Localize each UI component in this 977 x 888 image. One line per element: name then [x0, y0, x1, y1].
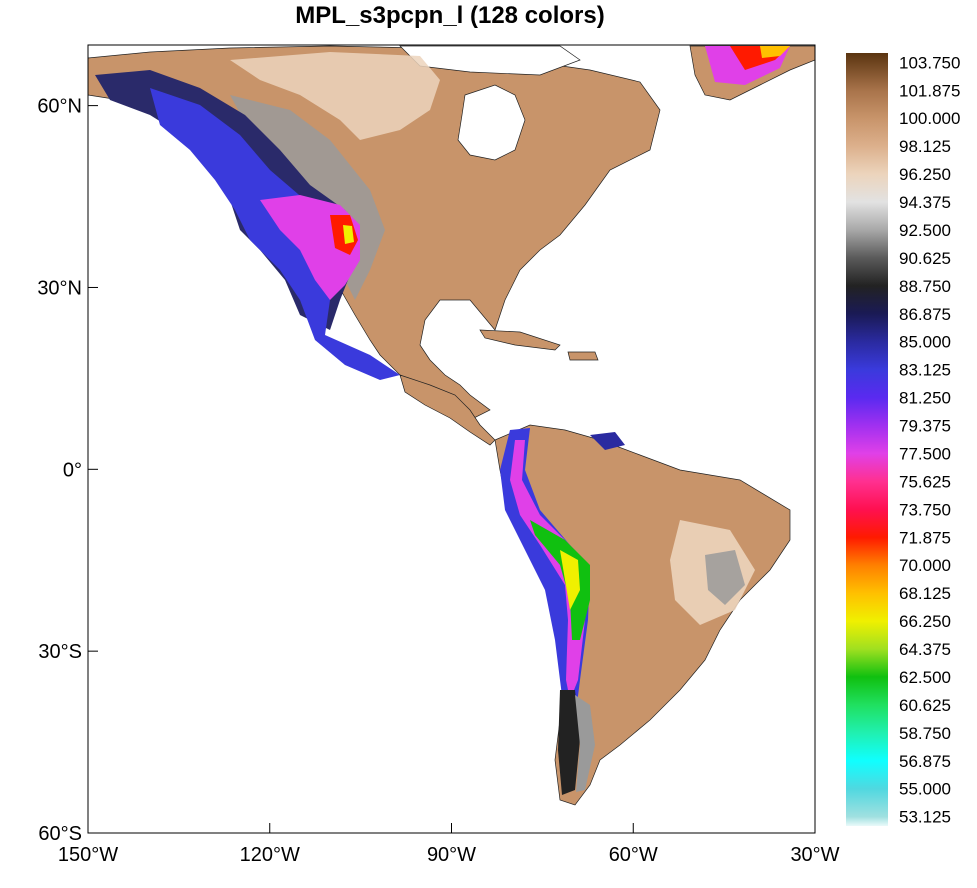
colorbar: 103.750 101.875 100.000 98.125 96.250 94.375 9… [846, 53, 960, 827]
patagonia-dark-band [558, 690, 580, 795]
rockies-yellow-core [343, 225, 354, 244]
lat-tick-label: 60°N [37, 96, 82, 118]
colorbar-tick-label: 83.125 [899, 361, 951, 380]
colorbar-tick-label: 75.625 [899, 472, 951, 491]
lon-tick-label: 30°W [790, 844, 839, 866]
colorbar-tick-label: 55.000 [899, 780, 951, 799]
cuba [479, 329, 561, 351]
colorbar-tick-label: 56.875 [899, 752, 951, 771]
colorbar-tick-label: 86.875 [899, 305, 951, 324]
canada-light-region [230, 52, 440, 140]
colorbar-tick-label: 96.250 [899, 165, 951, 184]
andes-green-altiplano [530, 520, 590, 640]
andes-yellow-altiplano [560, 550, 580, 610]
brazil-gray-highlands [705, 550, 745, 605]
lat-tick-label: 30°N [37, 277, 82, 299]
axis-ticks: 150°W 120°W 90°W 60°W 30°W 60°N 30°N 0° 30°S 60°S [37, 96, 839, 866]
map-area [88, 45, 815, 833]
colorbar-tick-label: 70.000 [899, 556, 951, 575]
colorbar-tick-label: 81.250 [899, 389, 951, 408]
colorbar-tick-label: 79.375 [899, 417, 951, 436]
patagonia-gray-band [575, 695, 595, 792]
colorbar-tick-label: 73.750 [899, 500, 951, 519]
colorbar-tick-label: 103.750 [899, 53, 960, 72]
lat-tick-label: 0° [63, 459, 82, 481]
colorbar-tick-label: 60.625 [899, 696, 951, 715]
guiana-highlands [590, 432, 625, 450]
colorbar-tick-label: 53.125 [899, 808, 951, 827]
colorbar-tick-label: 98.125 [899, 137, 951, 156]
colorbar-tick-label: 68.125 [899, 584, 951, 603]
colorbar-tick-label: 66.250 [899, 612, 951, 631]
colorbar-tick-label: 62.500 [899, 668, 951, 687]
chart-title: MPL_s3pcpn_l (128 colors) [295, 2, 605, 29]
rockies-red-core [330, 215, 358, 255]
colorbar-tick-label: 77.500 [899, 444, 951, 463]
hispaniola [567, 351, 599, 361]
colorbar-tick-label: 71.875 [899, 528, 951, 547]
lat-tick-label: 60°S [38, 823, 82, 845]
rockies-blue-band [150, 88, 400, 380]
central-america [399, 374, 496, 446]
colorbar-tick-label: 64.375 [899, 640, 951, 659]
lon-tick-label: 150°W [58, 844, 118, 866]
lat-tick-label: 30°S [38, 641, 82, 663]
lon-tick-label: 60°W [609, 844, 658, 866]
colorbar-tick-label: 85.000 [899, 333, 951, 352]
colorbar-tick-label: 90.625 [899, 249, 951, 268]
lon-tick-label: 90°W [427, 844, 476, 866]
colorbar-tick-label: 88.750 [899, 277, 951, 296]
hudson-bay [457, 84, 526, 161]
colorbar-labels: 103.750 101.875 100.000 98.125 96.250 94.375 9… [899, 53, 960, 826]
colorbar-tick-label: 100.000 [899, 109, 960, 128]
lon-tick-label: 120°W [240, 844, 300, 866]
colorbar-tick-label: 92.500 [899, 221, 951, 240]
greenland-ice-summit [760, 46, 790, 58]
colorbar-tick-label: 94.375 [899, 193, 951, 212]
andes-magenta-band [510, 440, 590, 700]
colorbar-tick-label: 58.750 [899, 724, 951, 743]
colorbar-box [846, 53, 888, 826]
colorbar-tick-label: 101.875 [899, 81, 960, 100]
